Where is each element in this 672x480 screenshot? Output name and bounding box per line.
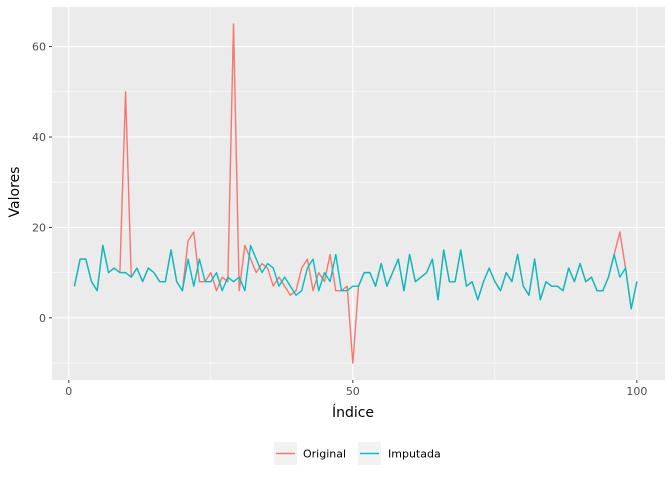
legend-label-imputada: Imputada [388, 448, 441, 461]
major-gridlines [52, 7, 665, 380]
x-axis-title: Índice [332, 404, 374, 421]
y-tick-label: 60 [32, 41, 46, 54]
legend-label-original: Original [303, 448, 346, 461]
x-axis: 0 50 100 [65, 380, 647, 398]
y-tick-label: 0 [39, 312, 46, 325]
legend: Original Imputada [274, 442, 441, 465]
y-tick-label: 20 [32, 221, 46, 234]
y-axis: 0 20 40 60 [32, 41, 52, 325]
series-lines [73, 23, 638, 364]
series-line-imputada [73, 244, 638, 310]
x-tick-label: 100 [626, 385, 647, 398]
y-tick-label: 40 [32, 131, 46, 144]
y-axis-title: Valores [7, 167, 23, 218]
plot-panel [52, 7, 665, 380]
x-tick-label: 50 [346, 385, 360, 398]
x-tick-label: 0 [65, 385, 72, 398]
